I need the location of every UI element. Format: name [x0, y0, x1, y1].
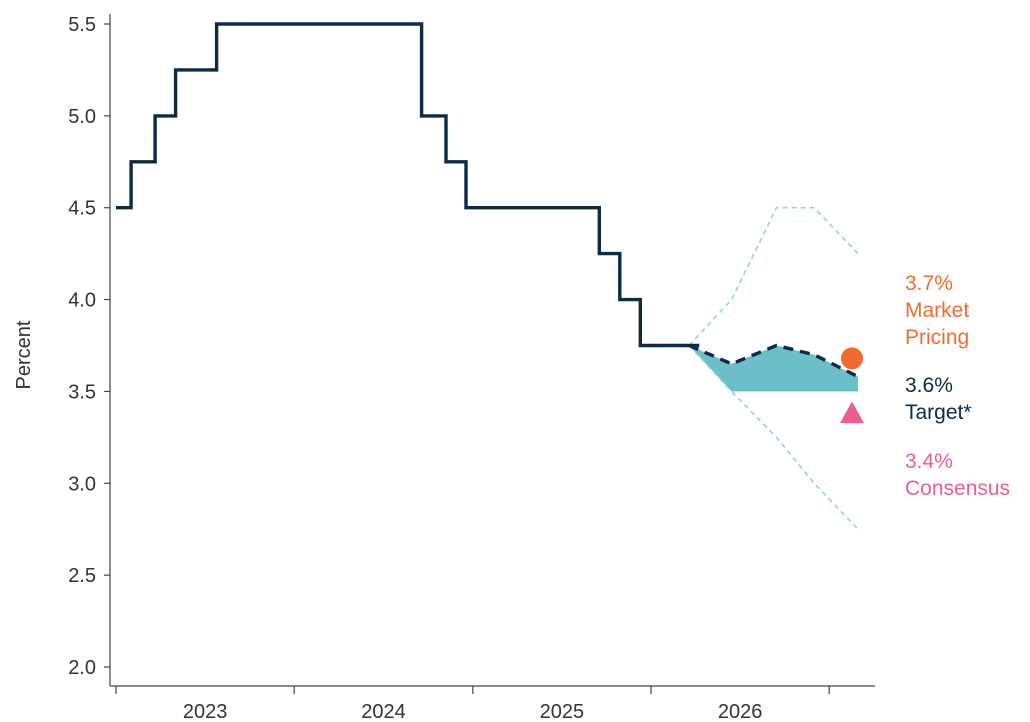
range-upper-line: [688, 206, 859, 347]
target-line: [688, 343, 859, 379]
y-tick-label: 3.0: [68, 473, 96, 495]
annotation-line: 3.4%: [905, 450, 953, 473]
series-lines: [116, 22, 859, 379]
x-tick-label: 2026: [718, 701, 763, 722]
range-lower-line: [688, 344, 859, 530]
y-axis-label: Percent: [13, 320, 35, 389]
y-ticks: 2.0 2.5 3.0 3.5 4.0 4.5 5.0 5.5: [68, 14, 110, 679]
policy-rate-line: [116, 22, 700, 348]
y-tick-label: 4.0: [68, 290, 96, 312]
axes: [109, 14, 875, 687]
y-tick-label: 5.5: [68, 14, 96, 36]
x-tick-label: 2024: [361, 701, 406, 722]
y-tick-label: 2.0: [68, 657, 96, 679]
annotation-line: 3.6%: [905, 374, 953, 397]
annotation-2: 3.4% Consensus: [905, 450, 1010, 500]
forecast-band-area: [689, 345, 858, 392]
markers: [840, 347, 864, 424]
annotation-line: Consensus: [905, 477, 1010, 500]
x-ticks: 2023 2024 2025 2026: [115, 686, 830, 722]
annotation-line: 3.7%: [905, 272, 953, 295]
annotation-line: Market: [905, 299, 969, 322]
consensus-marker: [840, 401, 864, 424]
y-tick-label: 2.5: [68, 565, 96, 587]
annotation-line: Pricing: [905, 326, 969, 349]
x-tick-label: 2025: [540, 701, 585, 722]
annotation-line: Target*: [905, 401, 972, 424]
annotations: 3.7% Market Pricing 3.6% Target* 3.4% Consensu…: [905, 272, 1010, 500]
x-tick-label: 2023: [183, 701, 228, 722]
annotation-1: 3.6% Target*: [905, 374, 972, 424]
market-pricing-marker: [841, 347, 863, 370]
y-tick-label: 3.5: [68, 381, 96, 403]
y-tick-label: 4.5: [68, 198, 96, 220]
forecast-range-lines: [688, 206, 859, 530]
forecast-band: [689, 345, 858, 392]
annotation-0: 3.7% Market Pricing: [905, 272, 969, 349]
y-tick-label: 5.0: [68, 106, 96, 128]
